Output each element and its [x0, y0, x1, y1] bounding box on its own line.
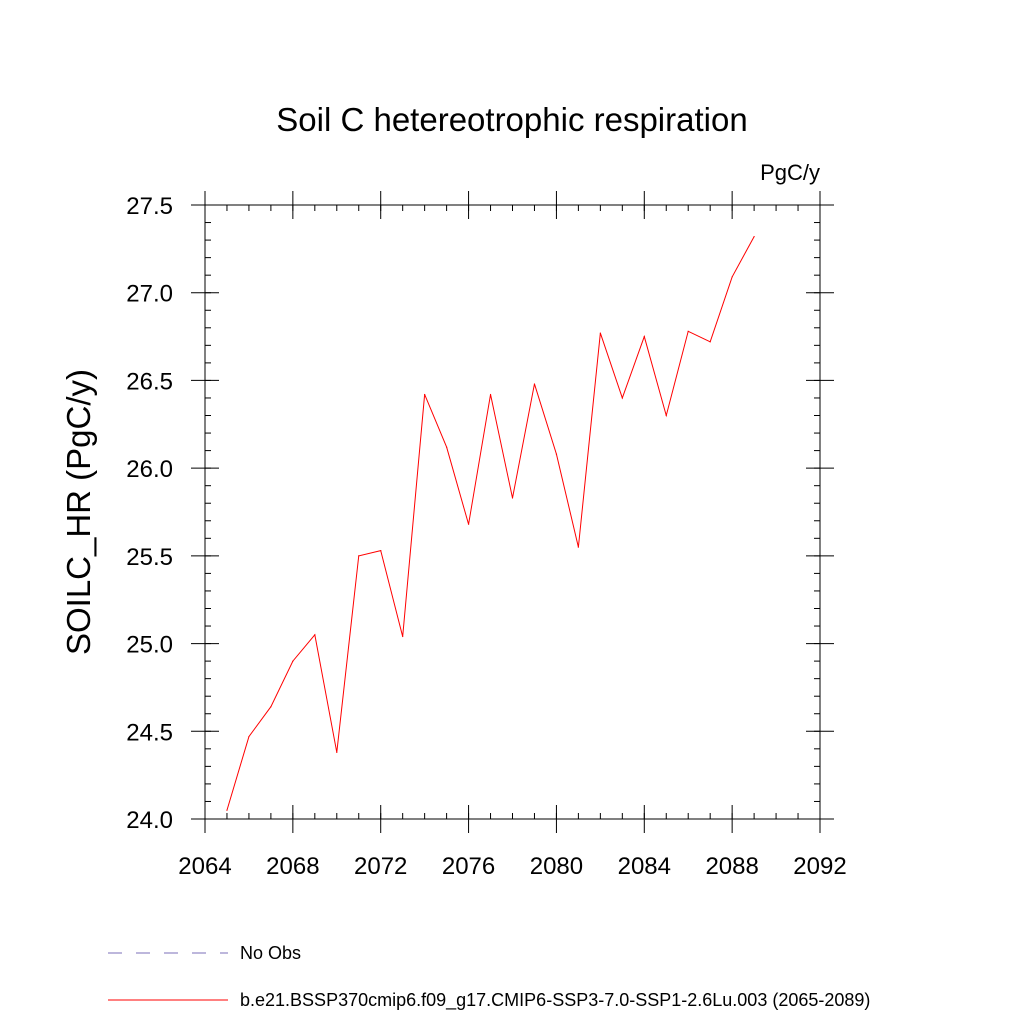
x-axis-tick-labels: 2064 2068 2072 2076 2080 2084 2088 2092 — [178, 853, 846, 880]
y-axis-label: SOILC_HR (PgC/y) — [60, 369, 97, 655]
x-tick-label: 2068 — [266, 853, 319, 880]
data-point — [446, 446, 448, 448]
legend-label-model-run: b.e21.BSSP370cmip6.f09_g17.CMIP6-SSP3-7.… — [240, 990, 870, 1011]
y-tick-label: 25.5 — [126, 544, 173, 571]
y-tick-label: 27.0 — [126, 281, 173, 308]
data-point — [753, 235, 755, 238]
x-axis-ticks — [204, 191, 821, 833]
data-point — [467, 523, 470, 525]
x-tick-label: 2092 — [793, 853, 846, 880]
data-point — [380, 549, 382, 552]
legend: No Obs b.e21.BSSP370cmip6.f09_g17.CMIP6-… — [108, 943, 870, 1011]
y-axis-ticks — [191, 204, 834, 820]
y-tick-label: 26.0 — [126, 456, 173, 483]
y-tick-label: 24.0 — [126, 807, 173, 834]
y-tick-label: 25.0 — [126, 632, 173, 659]
legend-label-no-obs: No Obs — [240, 943, 301, 963]
data-point — [643, 335, 645, 338]
x-tick-label: 2072 — [354, 853, 407, 880]
data-point — [402, 635, 404, 638]
data-point — [599, 332, 601, 334]
x-tick-label: 2088 — [705, 853, 758, 880]
plot-frame — [204, 204, 821, 820]
data-point — [248, 735, 250, 738]
series-layer — [226, 235, 755, 811]
data-point — [314, 634, 316, 636]
chart-title: Soil C hetereotrophic respiration — [276, 101, 747, 138]
data-point — [336, 751, 338, 753]
y-tick-label: 27.5 — [126, 193, 173, 220]
data-point — [709, 341, 711, 343]
series-line-0 — [226, 236, 755, 811]
data-point — [226, 809, 228, 811]
data-point — [270, 706, 272, 708]
data-point — [687, 330, 689, 332]
x-tick-label: 2080 — [530, 853, 583, 880]
data-point — [292, 660, 294, 662]
y-tick-label: 24.5 — [126, 719, 173, 746]
data-point — [358, 555, 360, 557]
data-point — [511, 497, 514, 499]
units-label: PgC/y — [760, 160, 820, 185]
data-point — [555, 453, 558, 455]
y-tick-label: 26.5 — [126, 368, 173, 395]
y-axis-tick-labels: 24.0 24.5 25.0 25.5 26.0 26.5 27.0 27.5 — [126, 193, 173, 834]
data-point — [731, 276, 733, 278]
data-point — [424, 393, 426, 396]
data-point — [577, 546, 579, 548]
x-tick-label: 2076 — [442, 853, 495, 880]
data-point — [533, 383, 536, 385]
x-tick-label: 2084 — [618, 853, 671, 880]
data-point — [489, 393, 492, 396]
x-tick-label: 2064 — [178, 853, 231, 880]
data-point — [621, 397, 623, 399]
data-point — [665, 414, 667, 417]
